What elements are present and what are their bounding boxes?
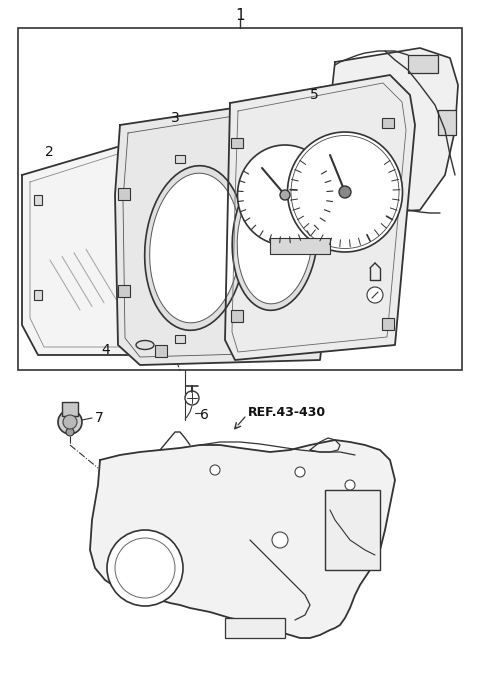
Polygon shape <box>225 75 415 360</box>
Bar <box>382 118 394 128</box>
Text: 7: 7 <box>95 411 104 425</box>
Circle shape <box>280 190 290 200</box>
Bar <box>382 318 394 330</box>
Polygon shape <box>328 48 458 215</box>
Bar <box>316 318 328 330</box>
Ellipse shape <box>150 173 240 323</box>
Ellipse shape <box>136 340 154 350</box>
Text: 3: 3 <box>170 111 180 125</box>
Text: REF.43-430: REF.43-430 <box>248 406 326 419</box>
Polygon shape <box>90 440 395 638</box>
Circle shape <box>210 465 220 475</box>
Ellipse shape <box>237 172 313 304</box>
Bar <box>155 345 167 357</box>
Circle shape <box>295 467 305 477</box>
Text: 4: 4 <box>101 343 110 357</box>
Circle shape <box>345 480 355 490</box>
Bar <box>62 402 78 416</box>
Circle shape <box>115 538 175 598</box>
Bar <box>34 195 42 205</box>
Ellipse shape <box>238 145 333 245</box>
Bar <box>118 188 130 200</box>
Circle shape <box>272 532 288 548</box>
Ellipse shape <box>144 166 245 331</box>
Bar <box>270 238 330 254</box>
Bar <box>118 285 130 297</box>
Bar <box>325 490 380 570</box>
Bar <box>316 138 328 148</box>
Circle shape <box>63 415 77 429</box>
Bar <box>18 28 462 370</box>
Circle shape <box>339 186 351 198</box>
Polygon shape <box>22 130 215 355</box>
Circle shape <box>66 428 74 436</box>
Bar <box>231 138 243 148</box>
Bar <box>408 55 438 73</box>
Polygon shape <box>115 95 345 365</box>
Bar <box>231 310 243 322</box>
Bar <box>175 335 185 343</box>
Bar <box>34 290 42 300</box>
Bar <box>225 618 285 638</box>
Circle shape <box>58 410 82 434</box>
Bar <box>438 110 456 135</box>
Ellipse shape <box>232 166 318 310</box>
Circle shape <box>185 391 199 405</box>
Text: 1: 1 <box>235 8 245 23</box>
Text: 6: 6 <box>200 408 209 422</box>
Circle shape <box>367 287 383 303</box>
Bar <box>175 155 185 163</box>
Ellipse shape <box>288 132 403 252</box>
Text: 2: 2 <box>45 145 54 159</box>
Text: 5: 5 <box>310 88 319 102</box>
Circle shape <box>107 530 183 606</box>
